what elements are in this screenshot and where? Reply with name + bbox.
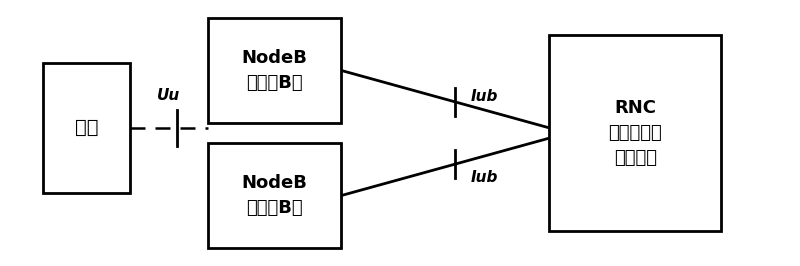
Bar: [43, 63, 130, 193]
Bar: [549, 35, 722, 231]
Text: Uu: Uu: [157, 88, 180, 103]
Text: NodeB
（节点B）: NodeB （节点B）: [242, 49, 307, 92]
Text: Iub: Iub: [471, 169, 498, 185]
Text: Iub: Iub: [471, 89, 498, 104]
Bar: [208, 143, 342, 248]
Bar: [208, 18, 342, 123]
Text: NodeB
（节点B）: NodeB （节点B）: [242, 174, 307, 217]
Text: 终端: 终端: [74, 118, 98, 137]
Text: RNC
（无线网络
控制器）: RNC （无线网络 控制器）: [608, 99, 662, 167]
